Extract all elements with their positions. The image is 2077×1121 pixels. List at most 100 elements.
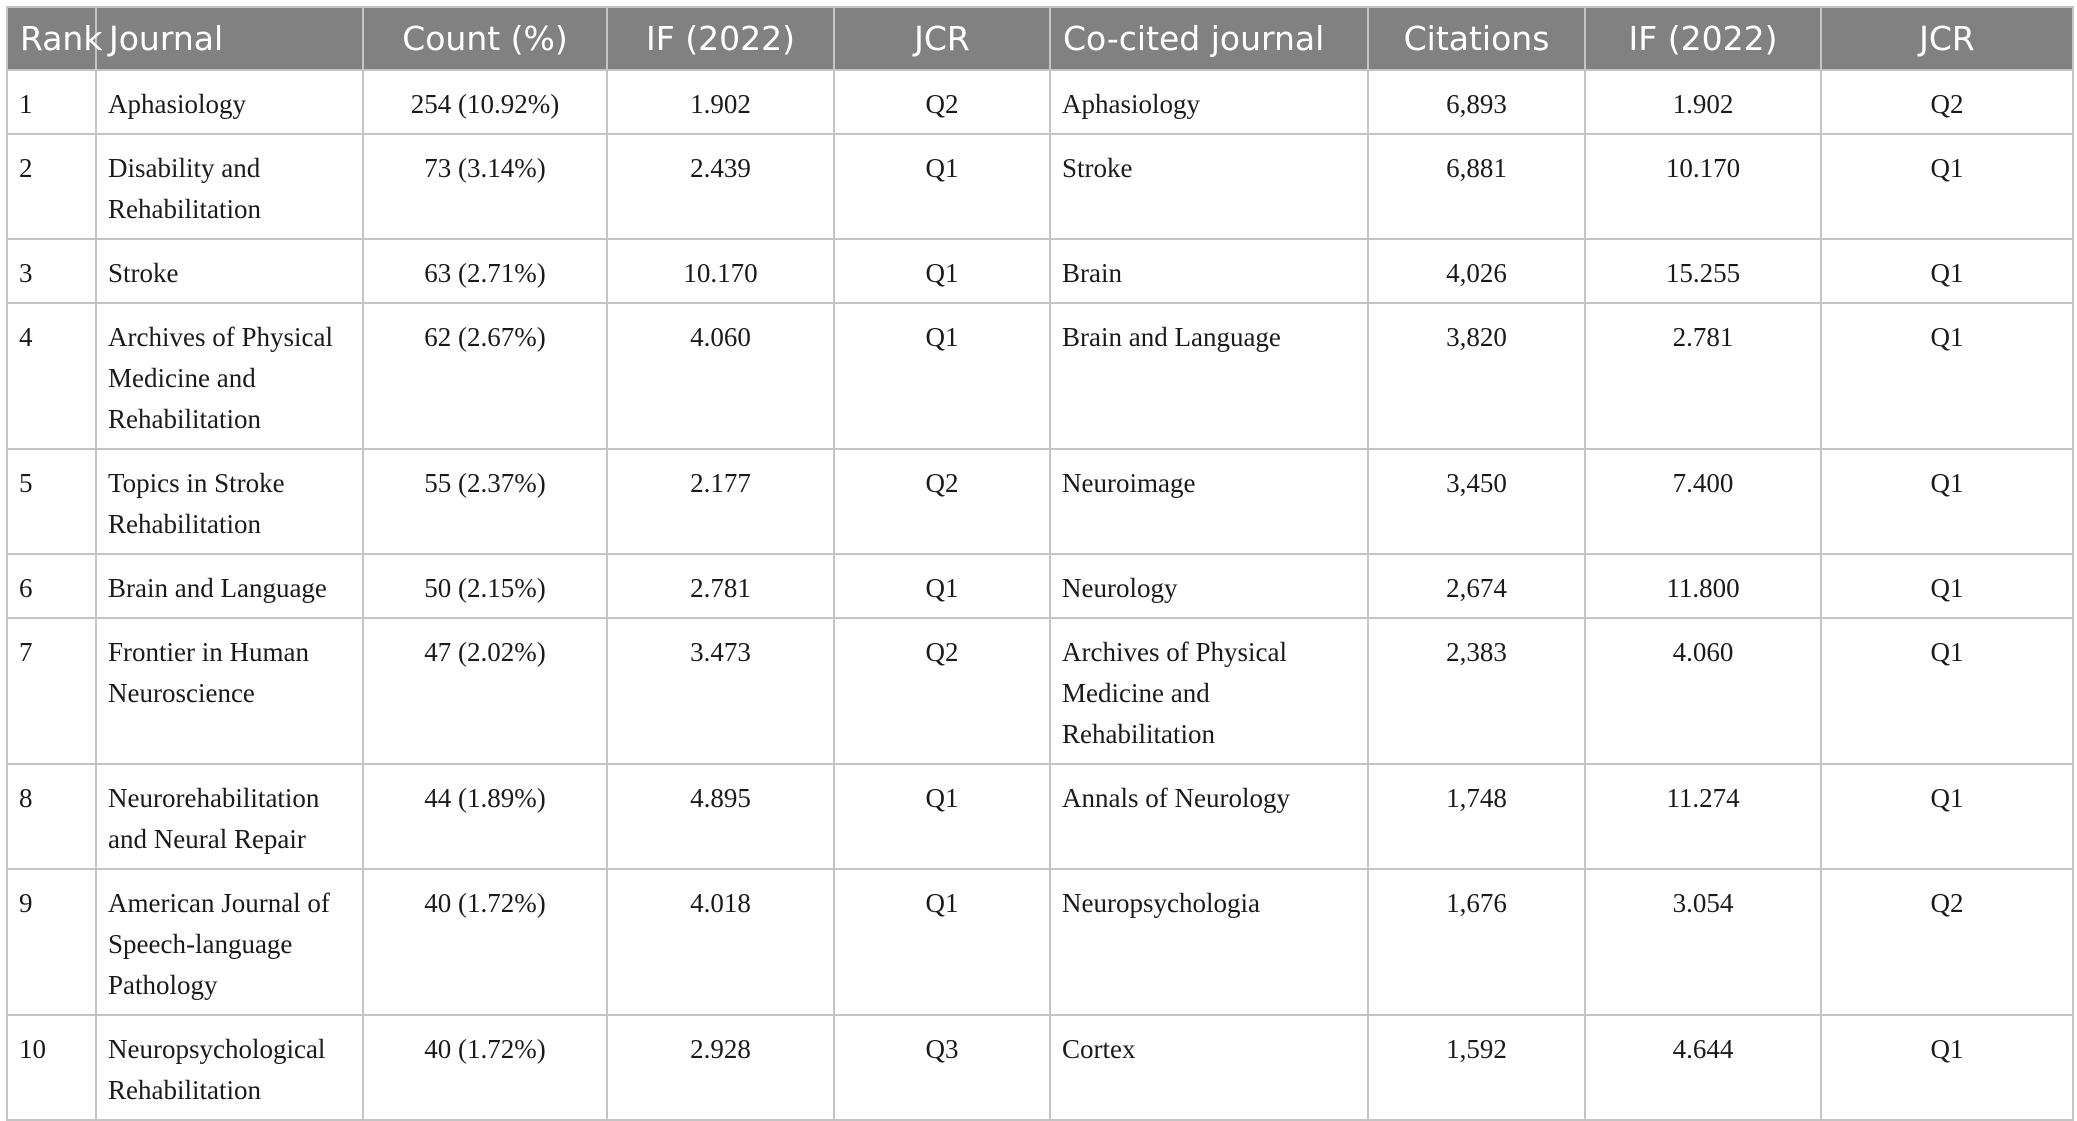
cell-if-cocited: 2.781 bbox=[1584, 302, 1822, 450]
table-row: 8 Neurorehabilitation and Neural Repair 44… bbox=[6, 763, 2074, 870]
cell-cocited-journal: Cortex bbox=[1049, 1014, 1369, 1121]
cell-citations: 1,592 bbox=[1367, 1014, 1586, 1121]
cell-journal: Brain and Language bbox=[95, 553, 364, 619]
header-row: Rank Journal Count (%) IF (2022) JCR Co-… bbox=[6, 6, 2074, 71]
cell-rank: 9 bbox=[6, 868, 97, 1016]
cell-journal: Aphasiology bbox=[95, 69, 364, 135]
header-jcr: JCR bbox=[833, 6, 1051, 71]
cell-jcr-cocited: Q1 bbox=[1820, 448, 2074, 555]
cell-jcr: Q1 bbox=[833, 302, 1051, 450]
cell-jcr: Q1 bbox=[833, 763, 1051, 870]
cell-if-cocited: 4.644 bbox=[1584, 1014, 1822, 1121]
cell-jcr: Q1 bbox=[833, 238, 1051, 304]
cell-count: 254 (10.92%) bbox=[362, 69, 608, 135]
cell-cocited-journal: Brain bbox=[1049, 238, 1369, 304]
cell-rank: 6 bbox=[6, 553, 97, 619]
cell-jcr: Q1 bbox=[833, 868, 1051, 1016]
cell-if: 4.895 bbox=[606, 763, 835, 870]
cell-journal: Topics in Stroke Rehabilitation bbox=[95, 448, 364, 555]
cell-if-cocited: 3.054 bbox=[1584, 868, 1822, 1016]
cell-count: 47 (2.02%) bbox=[362, 617, 608, 765]
table-body: 1 Aphasiology 254 (10.92%) 1.902 Q2 Aphasiolo… bbox=[6, 69, 2074, 1121]
cell-journal: Archives of Physical Medicine and Rehabi… bbox=[95, 302, 364, 450]
cell-journal: American Journal of Speech-language Path… bbox=[95, 868, 364, 1016]
cell-jcr: Q3 bbox=[833, 1014, 1051, 1121]
cell-if-cocited: 15.255 bbox=[1584, 238, 1822, 304]
cell-count: 40 (1.72%) bbox=[362, 868, 608, 1016]
cell-if: 4.018 bbox=[606, 868, 835, 1016]
cell-rank: 10 bbox=[6, 1014, 97, 1121]
cell-if: 10.170 bbox=[606, 238, 835, 304]
cell-jcr: Q1 bbox=[833, 553, 1051, 619]
header-count: Count (%) bbox=[362, 6, 608, 71]
cell-jcr-cocited: Q1 bbox=[1820, 1014, 2074, 1121]
cell-jcr-cocited: Q2 bbox=[1820, 69, 2074, 135]
header-cocited-journal: Co-cited journal bbox=[1049, 6, 1369, 71]
cell-if: 2.781 bbox=[606, 553, 835, 619]
cell-cocited-journal: Neuropsychologia bbox=[1049, 868, 1369, 1016]
table-row: 2 Disability and Rehabilitation 73 (3.14%)… bbox=[6, 133, 2074, 240]
table-row: 4 Archives of Physical Medicine and Rehab… bbox=[6, 302, 2074, 450]
cell-cocited-journal: Annals of Neurology bbox=[1049, 763, 1369, 870]
table-row: 7 Frontier in Human Neuroscience 47 (2.02%… bbox=[6, 617, 2074, 765]
cell-jcr-cocited: Q1 bbox=[1820, 133, 2074, 240]
cell-if-cocited: 11.800 bbox=[1584, 553, 1822, 619]
cell-if: 2.177 bbox=[606, 448, 835, 555]
header-jcr-cocited: JCR bbox=[1820, 6, 2074, 71]
cell-cocited-journal: Neurology bbox=[1049, 553, 1369, 619]
cell-citations: 1,676 bbox=[1367, 868, 1586, 1016]
cell-count: 63 (2.71%) bbox=[362, 238, 608, 304]
header-rank: Rank bbox=[6, 6, 102, 71]
cell-jcr-cocited: Q1 bbox=[1820, 553, 2074, 619]
cell-jcr-cocited: Q1 bbox=[1820, 617, 2074, 765]
cell-jcr: Q2 bbox=[833, 448, 1051, 555]
cell-count: 73 (3.14%) bbox=[362, 133, 608, 240]
journals-table: Rank Journal Count (%) IF (2022) JCR Co-… bbox=[6, 6, 2074, 1121]
table-row: 1 Aphasiology 254 (10.92%) 1.902 Q2 Aphasiolo… bbox=[6, 69, 2074, 135]
cell-citations: 2,674 bbox=[1367, 553, 1586, 619]
cell-if: 2.928 bbox=[606, 1014, 835, 1121]
cell-count: 55 (2.37%) bbox=[362, 448, 608, 555]
cell-jcr-cocited: Q1 bbox=[1820, 302, 2074, 450]
cell-if-cocited: 10.170 bbox=[1584, 133, 1822, 240]
cell-if-cocited: 11.274 bbox=[1584, 763, 1822, 870]
table-row: 10 Neuropsychological Rehabilitation 40 (1… bbox=[6, 1014, 2074, 1121]
cell-rank: 4 bbox=[6, 302, 97, 450]
header-journal: Journal bbox=[95, 6, 364, 71]
cell-if: 3.473 bbox=[606, 617, 835, 765]
cell-count: 62 (2.67%) bbox=[362, 302, 608, 450]
cell-count: 50 (2.15%) bbox=[362, 553, 608, 619]
cell-rank: 3 bbox=[6, 238, 97, 304]
cell-journal: Neurorehabilitation and Neural Repair bbox=[95, 763, 364, 870]
table-row: 5 Topics in Stroke Rehabilitation 55 (2.37… bbox=[6, 448, 2074, 555]
cell-citations: 4,026 bbox=[1367, 238, 1586, 304]
cell-jcr: Q2 bbox=[833, 69, 1051, 135]
cell-rank: 7 bbox=[6, 617, 97, 765]
cell-cocited-journal: Aphasiology bbox=[1049, 69, 1369, 135]
cell-if-cocited: 1.902 bbox=[1584, 69, 1822, 135]
header-if-cocited: IF (2022) bbox=[1584, 6, 1822, 71]
table-row: 9 American Journal of Speech-language Pat… bbox=[6, 868, 2074, 1016]
cell-if: 2.439 bbox=[606, 133, 835, 240]
cell-jcr-cocited: Q1 bbox=[1820, 763, 2074, 870]
cell-count: 40 (1.72%) bbox=[362, 1014, 608, 1121]
cell-jcr-cocited: Q1 bbox=[1820, 238, 2074, 304]
cell-jcr: Q1 bbox=[833, 133, 1051, 240]
cell-journal: Frontier in Human Neuroscience bbox=[95, 617, 364, 765]
cell-if-cocited: 7.400 bbox=[1584, 448, 1822, 555]
cell-count: 44 (1.89%) bbox=[362, 763, 608, 870]
cell-journal: Neuropsychological Rehabilitation bbox=[95, 1014, 364, 1121]
cell-citations: 3,820 bbox=[1367, 302, 1586, 450]
cell-cocited-journal: Neuroimage bbox=[1049, 448, 1369, 555]
cell-rank: 1 bbox=[6, 69, 97, 135]
cell-if-cocited: 4.060 bbox=[1584, 617, 1822, 765]
header-if: IF (2022) bbox=[606, 6, 835, 71]
cell-citations: 3,450 bbox=[1367, 448, 1586, 555]
cell-cocited-journal: Archives of Physical Medicine and Rehabi… bbox=[1049, 617, 1369, 765]
table-row: 3 Stroke 63 (2.71%) 10.170 Q1 Brain 4,026 15.25… bbox=[6, 238, 2074, 304]
cell-jcr: Q2 bbox=[833, 617, 1051, 765]
cell-citations: 1,748 bbox=[1367, 763, 1586, 870]
cell-if: 1.902 bbox=[606, 69, 835, 135]
cell-citations: 2,383 bbox=[1367, 617, 1586, 765]
cell-rank: 5 bbox=[6, 448, 97, 555]
